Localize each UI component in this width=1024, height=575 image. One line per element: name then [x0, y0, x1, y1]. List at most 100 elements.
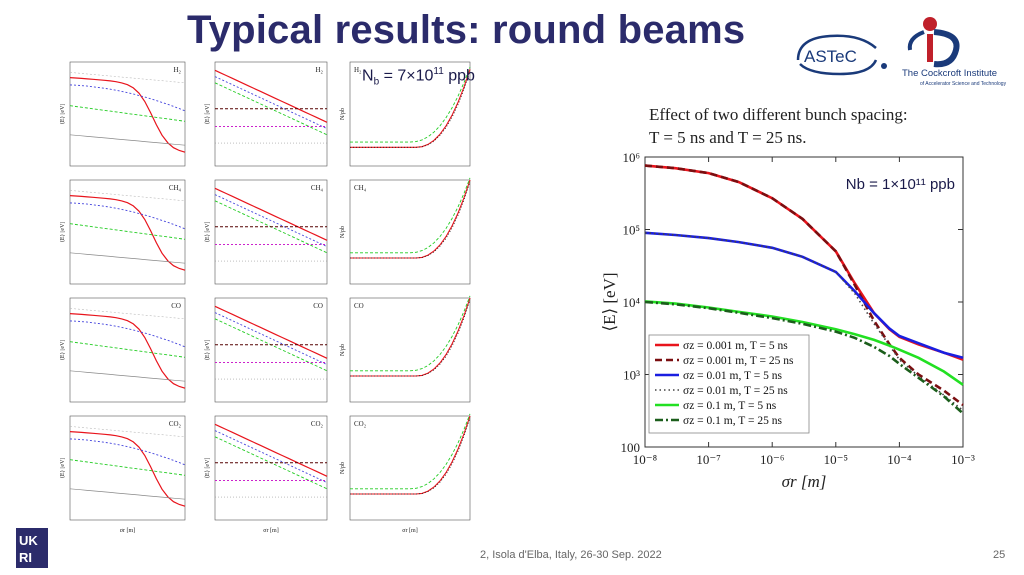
small-series	[69, 341, 186, 358]
x-tick-label: 10⁻³	[951, 452, 975, 467]
x-tick-label: 10⁻⁸	[633, 452, 658, 467]
x-tick-label: 10⁻⁶	[760, 452, 784, 467]
small-xlabel: σr [m]	[402, 528, 417, 534]
series-line-5	[644, 300, 964, 415]
small-series	[214, 194, 328, 248]
x-tick-label: 10⁻⁴	[887, 452, 912, 467]
series-line-1	[644, 164, 964, 407]
panel-species-label: CO	[354, 302, 364, 310]
x-tick-label: 10⁻⁷	[696, 452, 720, 467]
small-series	[214, 430, 328, 484]
small-ylabel: ⟨E⟩ [eV]	[204, 104, 211, 125]
small-series	[69, 459, 186, 476]
panel-species-label: CH₄	[169, 184, 182, 192]
panel-species-label: CO₂	[354, 420, 367, 428]
small-series	[350, 177, 471, 254]
panel-species-label: CO₂	[311, 420, 324, 428]
small-panel-frame	[349, 179, 471, 285]
legend-label: σz = 0.001 m, T = 5 ns	[683, 340, 788, 352]
panel-species-label: CO₂	[169, 420, 182, 428]
legend-label: σz = 0.001 m, T = 25 ns	[683, 355, 794, 367]
small-series	[69, 426, 186, 438]
small-series	[350, 71, 471, 148]
small-series	[69, 190, 186, 202]
small-series	[214, 312, 328, 366]
small-ylabel: ⟨E⟩ [eV]	[60, 458, 66, 479]
small-panel-frame	[349, 415, 471, 521]
small-series	[69, 488, 186, 500]
page-number: 25	[993, 549, 1006, 561]
small-series	[69, 195, 186, 271]
effect-caption: Effect of two different bunch spacing: T…	[649, 103, 908, 149]
small-ylabel: ⟨E⟩ [eV]	[60, 222, 66, 243]
small-series	[69, 370, 186, 382]
small-panel-frame	[349, 61, 471, 167]
small-ylabel-right: N/ρb	[340, 462, 346, 474]
panel-species-label: H₂	[354, 66, 362, 74]
small-series	[350, 295, 471, 372]
y-tick-label: 10⁴	[622, 295, 640, 310]
panel-species-label: CO	[313, 302, 323, 310]
small-series	[69, 431, 186, 507]
footer-text: 2, Isola d'Elba, Italy, 26-30 Sep. 2022	[480, 549, 662, 561]
small-series	[69, 308, 186, 320]
panel-species-label: H₂	[316, 66, 324, 74]
legend-label: σz = 0.01 m, T = 25 ns	[683, 385, 788, 397]
legend-label: σz = 0.01 m, T = 5 ns	[683, 370, 782, 382]
main-chart: 10⁻⁸ 10⁻⁷ 10⁻⁶ 10⁻⁵ 10⁻⁴ 10⁻³ 100 10³ 10⁴ 10⁵ 10⁶ σ…	[600, 150, 975, 491]
cockcroft-name: The Cockcroft Institute	[902, 68, 997, 79]
small-panel-frame	[349, 297, 471, 403]
effect-line-2: T = 5 ns and T = 25 ns.	[649, 128, 807, 147]
panel-species-label: CH₄	[311, 184, 324, 192]
series-line-3	[644, 232, 964, 412]
small-series	[214, 76, 328, 130]
small-panels-grid: H₂ ⟨E⟩ [eV] H₂ ⟨E⟩ [eV] H₂ N/ρb CH₄ ⟨E⟩ [eV] CH₄…	[60, 61, 471, 534]
small-ylabel: ⟨E⟩ [eV]	[204, 222, 211, 243]
small-series	[214, 423, 328, 477]
small-series	[69, 72, 186, 84]
astec-logo: ASTeC	[796, 34, 887, 76]
small-series	[350, 413, 471, 490]
legend-label: σz = 0.1 m, T = 25 ns	[683, 415, 782, 427]
ukri-logo: UK RI	[16, 528, 48, 568]
x-tick-label: 10⁻⁵	[824, 452, 848, 467]
y-tick-label: 10⁵	[622, 223, 640, 238]
x-axis-label: σr [m]	[782, 472, 827, 491]
small-series	[350, 299, 471, 377]
svg-text:UK: UK	[19, 533, 38, 548]
y-tick-label: 10⁶	[622, 150, 640, 165]
legend-label: σz = 0.1 m, T = 5 ns	[683, 400, 777, 412]
small-ylabel-right: N/ρb	[340, 344, 346, 356]
cockcroft-logo: The Cockcroft Institute of Accelerator S…	[902, 17, 1007, 87]
svg-text:RI: RI	[19, 550, 32, 565]
small-series	[69, 105, 186, 122]
small-series	[214, 305, 328, 359]
small-series	[214, 187, 328, 241]
small-ylabel-right: N/ρb	[340, 226, 346, 238]
small-series	[69, 313, 186, 389]
small-series	[69, 223, 186, 240]
small-series	[350, 181, 471, 259]
y-tick-label: 10³	[623, 368, 640, 383]
astec-logo-text: ASTeC	[804, 47, 857, 66]
small-series	[350, 417, 471, 495]
small-ylabel-right: N/ρb	[340, 108, 346, 120]
nb-annotation: Nb = 1×10¹¹ ppb	[846, 176, 955, 193]
small-ylabel: ⟨E⟩ [eV]	[204, 458, 211, 479]
small-xlabel: σr [m]	[263, 528, 278, 534]
small-series	[69, 134, 186, 146]
small-series	[69, 252, 186, 264]
y-axis-label: ⟨E⟩ [eV]	[600, 272, 619, 331]
effect-line-1: Effect of two different bunch spacing:	[649, 105, 908, 124]
page-title: Typical results: round beams	[187, 8, 746, 52]
panel-species-label: CH₄	[354, 184, 367, 192]
panel-species-label: CO	[171, 302, 181, 310]
small-ylabel: ⟨E⟩ [eV]	[60, 104, 66, 125]
small-xlabel: σr [m]	[120, 528, 135, 534]
small-series	[214, 69, 328, 123]
small-series	[69, 77, 186, 153]
small-ylabel: ⟨E⟩ [eV]	[60, 340, 66, 361]
nb-annotation-left: Nb = 7×1011 ppb	[362, 66, 475, 88]
y-tick-label: 100	[621, 440, 641, 455]
cockcroft-sub: of Accelerator Science and Technology	[920, 81, 1007, 87]
